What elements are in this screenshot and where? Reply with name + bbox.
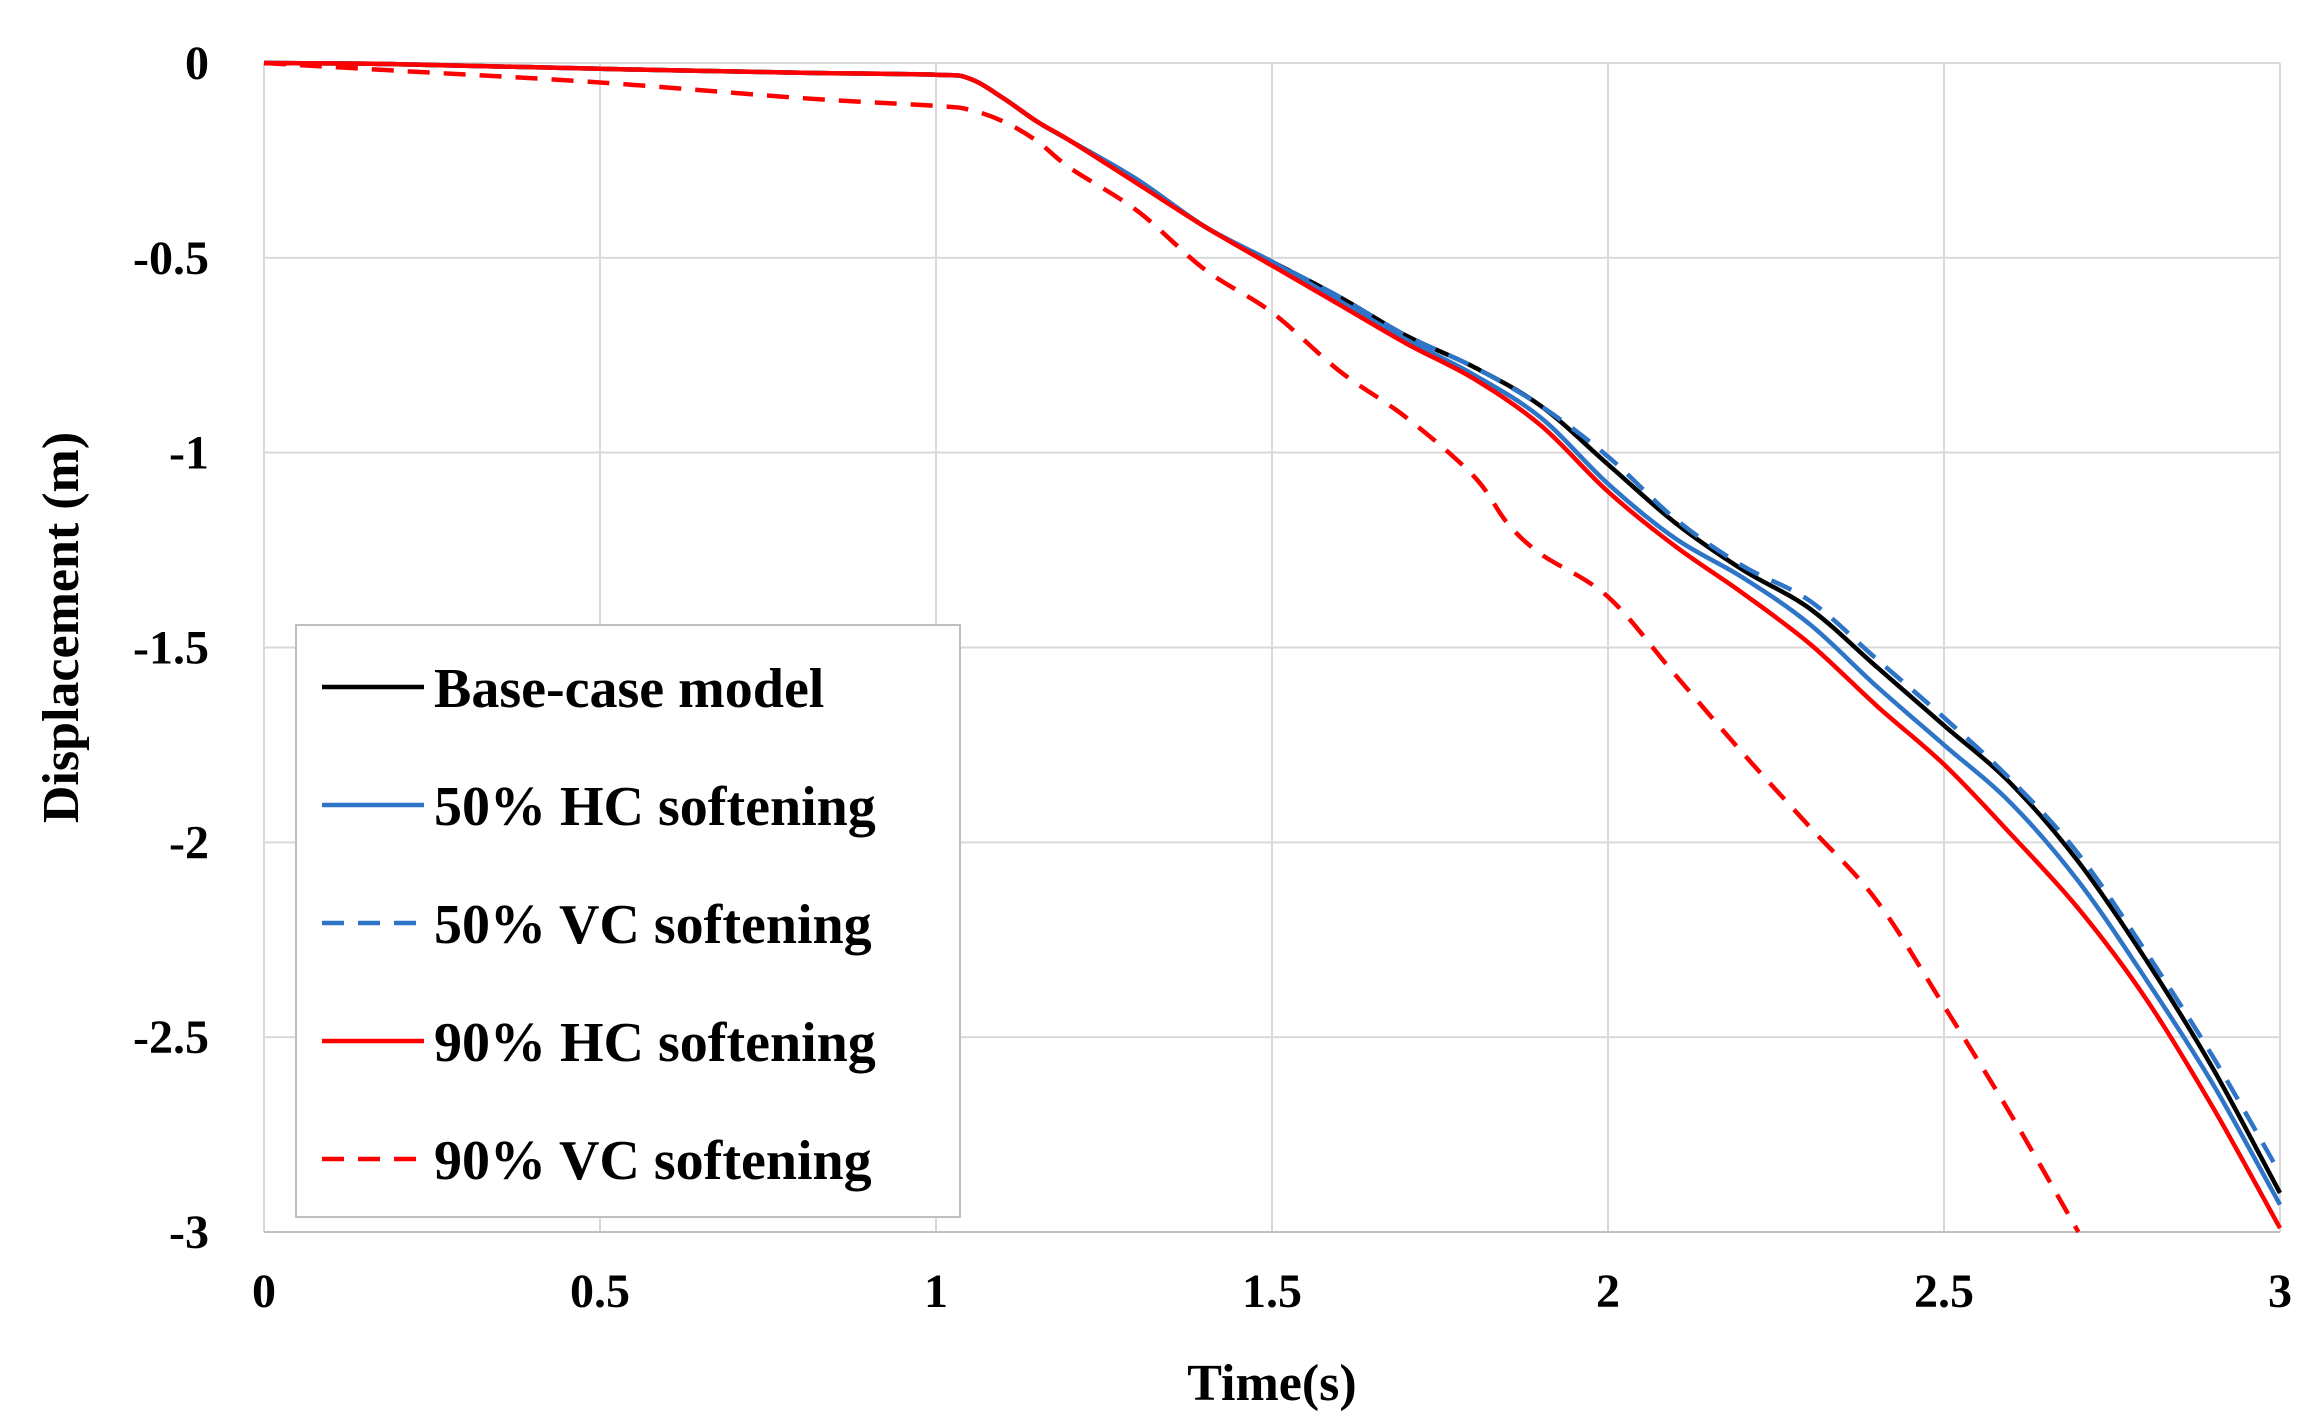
legend-label: 50% HC softening xyxy=(434,776,876,838)
x-tick-label: 3 xyxy=(2268,1265,2292,1318)
y-tick-label: -2.5 xyxy=(133,1011,209,1064)
x-tick-label: 2.5 xyxy=(1914,1265,1974,1318)
series-line-4 xyxy=(263,60,2282,1230)
legend-label: Base-case model xyxy=(434,658,824,720)
legend-label: 90% HC softening xyxy=(434,1012,876,1074)
x-axis-title: Time(s) xyxy=(1187,1355,1356,1412)
series-line-5 xyxy=(263,60,2081,1234)
y-axis-title: Displacement (m) xyxy=(33,432,90,823)
y-tick-label: -1 xyxy=(169,427,209,480)
y-tick-label: -0.5 xyxy=(133,232,209,285)
y-tick-label: -3 xyxy=(169,1206,209,1259)
x-tick-label: 0.5 xyxy=(570,1265,630,1318)
y-tick-label: -1.5 xyxy=(133,622,209,675)
x-tick-label: 1 xyxy=(924,1265,948,1318)
legend-label: 50% VC softening xyxy=(434,894,872,956)
y-tick-label: -2 xyxy=(169,816,209,869)
x-tick-label: 1.5 xyxy=(1242,1265,1302,1318)
x-tick-label: 0 xyxy=(252,1265,276,1318)
series-lines xyxy=(263,60,2282,1234)
legend-label: 90% VC softening xyxy=(434,1130,872,1192)
y-tick-label: 0 xyxy=(185,37,209,90)
axes: 0 0.5 1 1.5 2 2.5 3 0 -0.5 -1 -1.5 -2 -2.5 -3 xyxy=(133,37,2292,1318)
legend: Base-case model 50% HC softening 50% VC so… xyxy=(295,624,961,1218)
x-tick-label: 2 xyxy=(1596,1265,1620,1318)
